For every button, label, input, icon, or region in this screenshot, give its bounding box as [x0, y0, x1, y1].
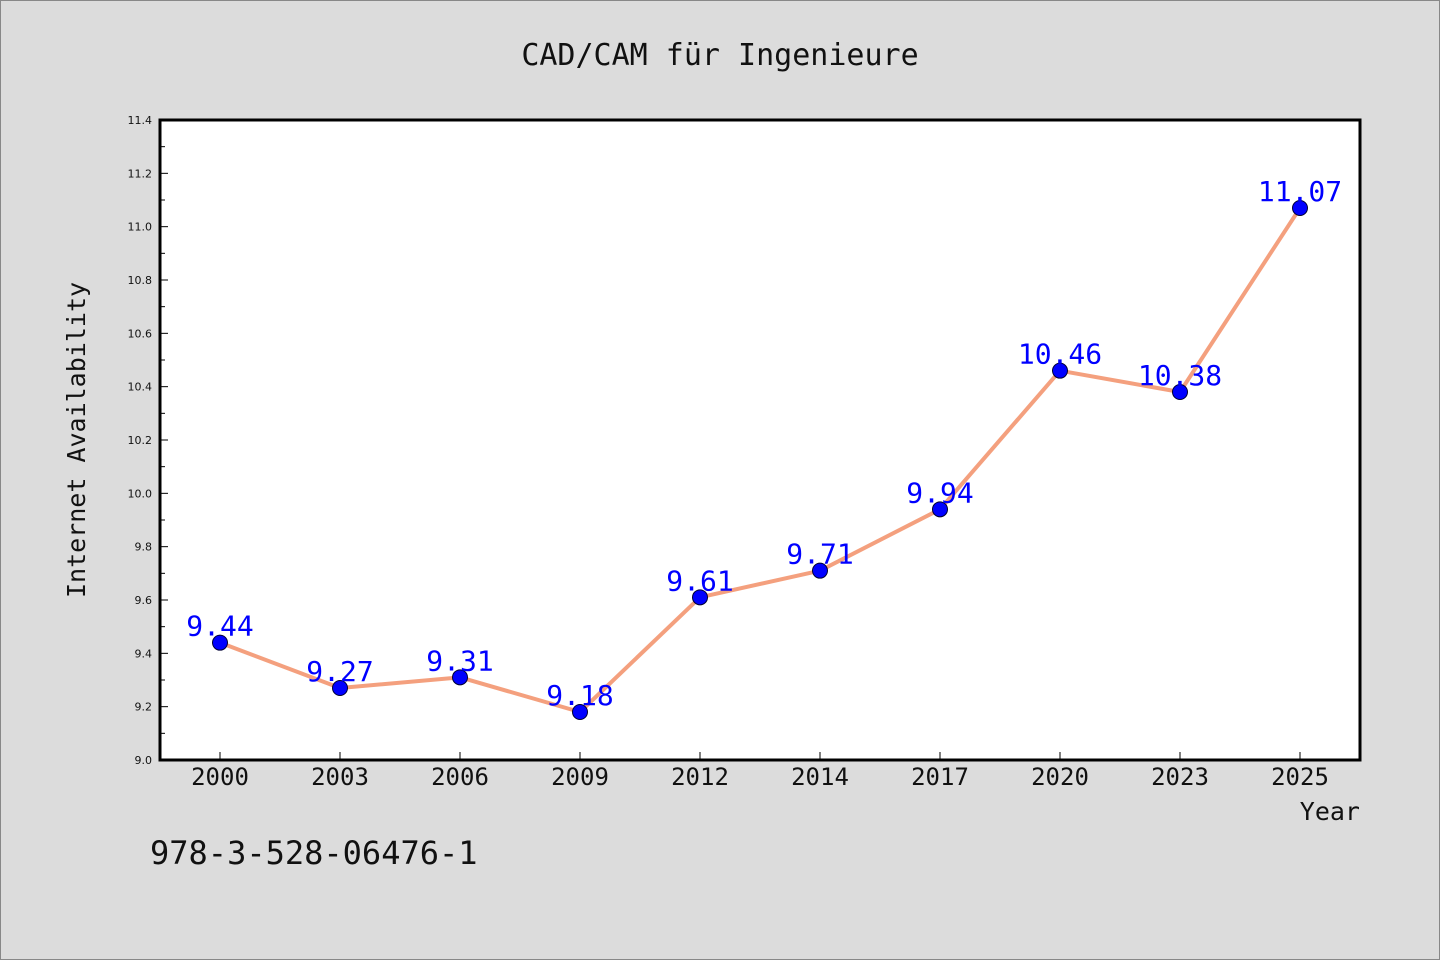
y-tick-label: 10.2 — [128, 434, 153, 447]
y-axis-label: Internet Availability — [62, 282, 91, 598]
x-tick-label: 2006 — [431, 763, 489, 791]
data-point — [1292, 200, 1308, 216]
data-point — [1172, 384, 1188, 400]
x-tick-label: 2020 — [1031, 763, 1089, 791]
data-label: 9.71 — [786, 538, 853, 571]
data-label: 10.38 — [1138, 359, 1222, 392]
y-tick-label: 10.8 — [128, 274, 153, 287]
y-tick-label: 9.0 — [135, 754, 153, 767]
x-tick-label: 2012 — [671, 763, 729, 791]
data-point — [212, 634, 228, 651]
x-axis: 2000 2003 2006 2009 2012 2014 2017 2020 2023 2025 — [191, 752, 1329, 791]
data-label: 9.31 — [426, 644, 493, 677]
x-axis-label: Year — [1300, 797, 1360, 826]
data-label: 9.94 — [906, 476, 973, 509]
data-point — [572, 704, 588, 720]
y-tick-label: 10.0 — [128, 487, 153, 500]
y-tick-label: 11.2 — [128, 167, 153, 180]
data-label: 9.18 — [546, 679, 613, 712]
series-line-group — [212, 200, 1308, 720]
y-axis: 9.0 9.2 9.4 9.6 9.8 10.0 10.2 10.4 10.6 10.8 11.0 1… — [128, 114, 168, 767]
x-tick-label: 2003 — [311, 763, 369, 791]
data-point — [1052, 362, 1068, 379]
data-point — [452, 669, 468, 686]
y-tick-label: 9.2 — [135, 701, 153, 714]
data-labels-group: 9.44 9.27 9.31 9.18 9.61 9.71 9.94 10.46 10.38 11… — [186, 175, 1342, 712]
y-tick-label: 11.4 — [128, 114, 153, 127]
data-point — [812, 562, 828, 579]
x-tick-label: 2017 — [911, 763, 969, 791]
y-tick-label: 9.6 — [135, 594, 153, 607]
x-tick-label: 2000 — [191, 763, 249, 791]
data-point — [332, 680, 348, 696]
data-label: 10.46 — [1018, 338, 1102, 371]
x-tick-label: 2025 — [1271, 763, 1329, 791]
x-tick-label: 2023 — [1151, 763, 1209, 791]
y-tick-label: 11.0 — [128, 221, 153, 234]
y-tick-label: 9.8 — [135, 541, 153, 554]
y-tick-label: 10.6 — [128, 327, 153, 340]
plot-area — [158, 118, 1362, 762]
data-point — [932, 501, 948, 518]
data-point — [692, 589, 708, 606]
x-tick-label: 2014 — [791, 763, 849, 791]
data-label: 9.27 — [306, 655, 373, 688]
x-tick-label: 2009 — [551, 763, 609, 791]
y-tick-label: 9.4 — [135, 647, 153, 660]
isbn-footnote: 978-3-528-06476-1 — [150, 834, 478, 872]
chart-title: CAD/CAM für Ingenieure — [521, 38, 918, 73]
data-label: 11.07 — [1258, 175, 1342, 208]
data-label: 9.61 — [666, 564, 733, 597]
data-label: 9.44 — [186, 610, 253, 643]
y-tick-label: 10.4 — [128, 381, 153, 394]
series-line — [219, 206, 1302, 714]
